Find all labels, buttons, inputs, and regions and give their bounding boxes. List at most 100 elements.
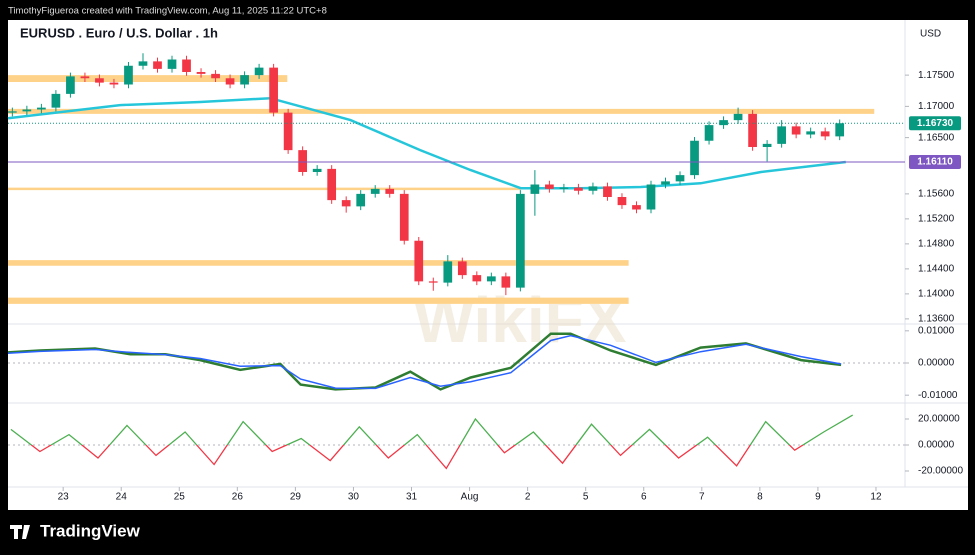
candle-body [298, 150, 307, 172]
candle-body [153, 61, 162, 69]
candle-body [806, 131, 816, 135]
candle-body [835, 123, 845, 137]
chart-title: EURUSD . Euro / U.S. Dollar . 1h [20, 25, 218, 40]
indicator-line [7, 334, 842, 390]
y-tick-label: 1.15200 [918, 214, 955, 225]
candle-body [574, 187, 583, 191]
footer-brand: TradingView [40, 521, 141, 540]
candle-body [617, 197, 627, 206]
watermark: WikiFX [414, 284, 627, 356]
y-tick-label: 1.14400 [918, 264, 955, 275]
zone [8, 260, 629, 266]
moving-average [7, 96, 846, 190]
candle-body [66, 76, 75, 94]
candle-body [820, 131, 830, 137]
candle-body [283, 112, 293, 151]
candle-body [240, 75, 249, 85]
candle-body [211, 73, 220, 79]
candle-body [80, 76, 90, 79]
x-tick-label: 2 [525, 492, 531, 503]
x-tick-label: 12 [870, 492, 882, 503]
x-tick-label: 24 [116, 492, 128, 503]
candle-body [530, 184, 540, 194]
candle-body [748, 113, 757, 147]
candle-body [661, 181, 670, 185]
y-tick-label: 0.00000 [918, 440, 955, 451]
y-tick-label: 1.14800 [918, 239, 955, 250]
candle-body [646, 184, 656, 210]
candle-body [704, 125, 714, 141]
price-label-box [909, 155, 961, 169]
zone [8, 108, 875, 114]
candle-body [109, 82, 119, 85]
y-tick-label: 1.17500 [918, 70, 955, 81]
x-tick-label: 7 [699, 492, 705, 503]
candle-body [138, 61, 148, 66]
candle-body [675, 175, 685, 182]
candle-body [356, 193, 366, 207]
candle-body [762, 143, 772, 147]
candle-body [777, 126, 786, 144]
candle-body [269, 67, 278, 113]
candle-body [545, 184, 554, 189]
y-tick-label: 1.16500 [918, 132, 955, 143]
candle-body [95, 78, 104, 83]
candle-body [167, 59, 177, 69]
y-tick-label: 1.14000 [918, 289, 955, 300]
candle-body [414, 240, 424, 282]
candle-body [516, 193, 525, 288]
x-tick-label: 25 [174, 492, 186, 503]
candle-body [182, 59, 191, 72]
candle-body [428, 281, 438, 283]
currency-label: USD [920, 29, 941, 40]
candle-body [559, 187, 569, 189]
candle-body [457, 261, 467, 276]
candle-body [8, 111, 17, 113]
candle-body [254, 67, 264, 76]
x-tick-label: 9 [815, 492, 821, 503]
candle-body [385, 188, 395, 194]
candle-body [501, 276, 511, 288]
y-tick-label: 20.00000 [918, 414, 960, 425]
x-tick-label: 5 [583, 492, 589, 503]
oscillator-line [10, 414, 854, 470]
x-tick-label: 31 [406, 492, 418, 503]
price-label: 1.16730 [917, 118, 954, 129]
candle-body [472, 275, 482, 282]
y-tick-label: -0.01000 [918, 390, 958, 401]
candle-body [51, 93, 61, 108]
y-tick-label: -20.00000 [918, 466, 963, 477]
candle-body [37, 107, 46, 110]
candle-body [486, 276, 496, 282]
y-tick-label: 1.15600 [918, 189, 955, 200]
candle-body [588, 186, 598, 191]
y-tick-label: 1.17000 [918, 101, 955, 112]
zone [8, 75, 288, 82]
price-label-box [909, 116, 961, 131]
candle-body [443, 261, 453, 283]
candle-body [733, 113, 743, 121]
candle-body [719, 120, 728, 126]
candle-body [124, 65, 133, 85]
candle-body [312, 168, 322, 172]
candle-body [22, 109, 32, 112]
x-tick-label: 26 [232, 492, 244, 503]
candle-body [327, 168, 337, 201]
candle-body [690, 140, 699, 176]
candle-body [370, 188, 380, 194]
y-tick-label: 1.13600 [918, 314, 955, 325]
price-label: 1.16110 [917, 157, 953, 168]
candle-body [341, 200, 351, 207]
candle-body [399, 193, 409, 241]
zone [8, 187, 521, 191]
candle-body [225, 78, 235, 85]
x-tick-label: 30 [348, 492, 360, 503]
logo-icon [10, 525, 30, 539]
zone [8, 297, 629, 304]
candle-body [791, 126, 801, 135]
x-tick-label: Aug [461, 492, 479, 503]
x-tick-label: 6 [641, 492, 647, 503]
y-tick-label: 0.01000 [918, 325, 955, 336]
